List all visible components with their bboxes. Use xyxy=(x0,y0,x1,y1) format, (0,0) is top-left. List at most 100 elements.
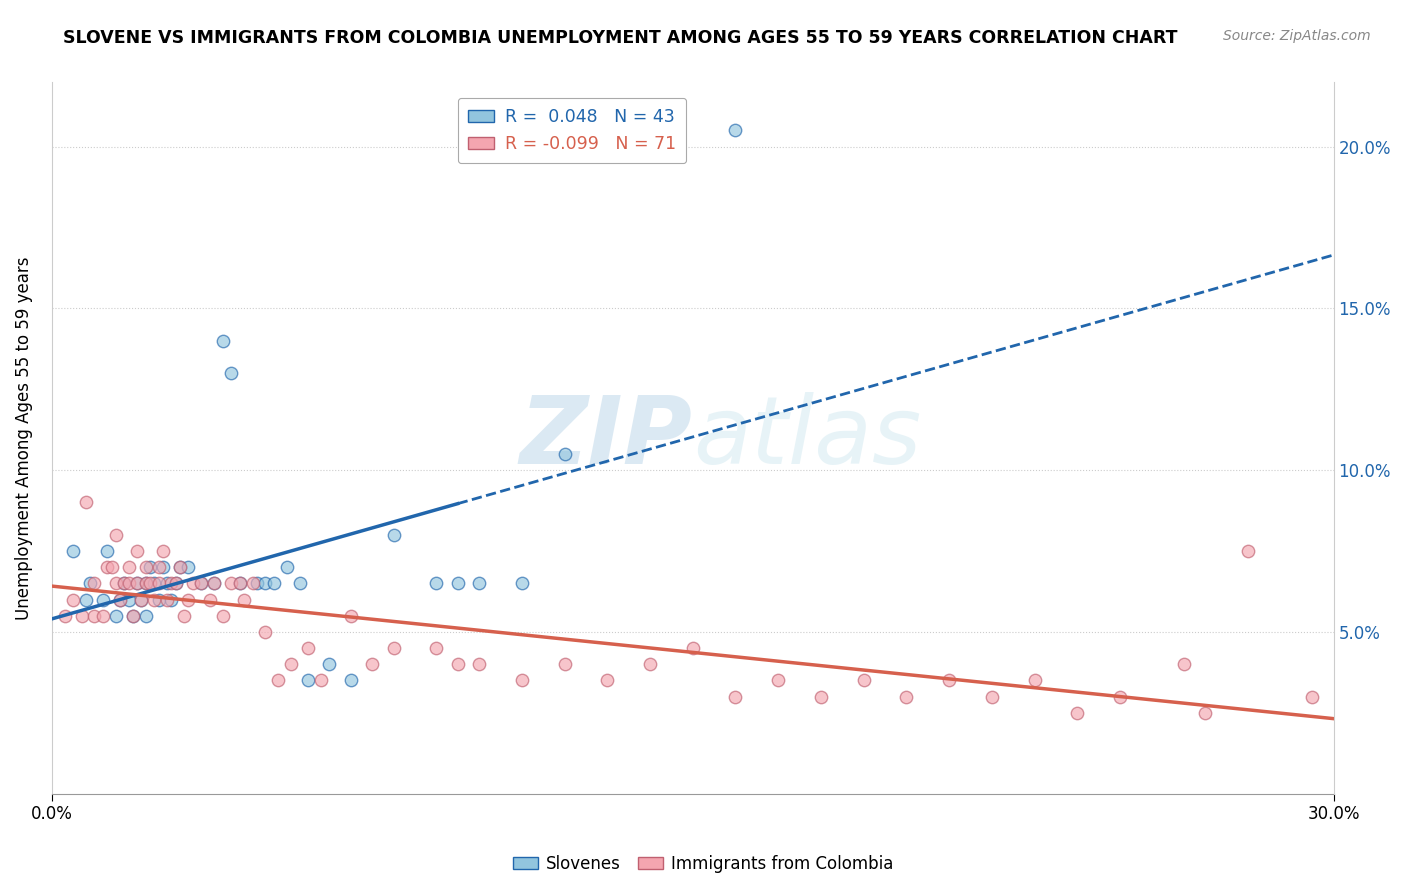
Point xyxy=(62,544,84,558)
Point xyxy=(938,673,960,688)
Point xyxy=(75,495,97,509)
Point xyxy=(139,576,162,591)
Point xyxy=(254,624,277,639)
Point xyxy=(148,560,170,574)
Point xyxy=(229,576,252,591)
Point xyxy=(169,560,191,574)
Point xyxy=(165,576,187,591)
Point xyxy=(340,673,363,688)
Point xyxy=(596,673,619,688)
Point xyxy=(127,576,149,591)
Legend: Slovenes, Immigrants from Colombia: Slovenes, Immigrants from Colombia xyxy=(506,848,900,880)
Point xyxy=(724,690,747,704)
Point xyxy=(1024,673,1046,688)
Point xyxy=(135,576,157,591)
Point xyxy=(425,576,447,591)
Point xyxy=(198,592,221,607)
Point xyxy=(112,576,135,591)
Point xyxy=(152,544,174,558)
Point xyxy=(91,592,114,607)
Point xyxy=(280,657,302,672)
Point xyxy=(766,673,789,688)
Point xyxy=(810,690,832,704)
Point xyxy=(160,592,183,607)
Point xyxy=(202,576,225,591)
Point xyxy=(425,641,447,656)
Point xyxy=(156,576,179,591)
Point xyxy=(276,560,298,574)
Point xyxy=(254,576,277,591)
Point xyxy=(135,608,157,623)
Point xyxy=(118,576,141,591)
Point xyxy=(309,673,332,688)
Point xyxy=(104,576,127,591)
Point xyxy=(190,576,212,591)
Point xyxy=(79,576,101,591)
Point xyxy=(263,576,285,591)
Point xyxy=(104,528,127,542)
Point xyxy=(131,592,153,607)
Point xyxy=(267,673,290,688)
Point xyxy=(131,592,153,607)
Point xyxy=(173,608,195,623)
Point xyxy=(980,690,1002,704)
Point xyxy=(108,592,131,607)
Point xyxy=(510,673,533,688)
Point xyxy=(127,576,149,591)
Point xyxy=(382,528,405,542)
Point xyxy=(112,576,135,591)
Point xyxy=(62,592,84,607)
Point xyxy=(139,560,162,574)
Point xyxy=(122,608,145,623)
Text: SLOVENE VS IMMIGRANTS FROM COLOMBIA UNEMPLOYMENT AMONG AGES 55 TO 59 YEARS CORRE: SLOVENE VS IMMIGRANTS FROM COLOMBIA UNEM… xyxy=(63,29,1178,46)
Y-axis label: Unemployment Among Ages 55 to 59 years: Unemployment Among Ages 55 to 59 years xyxy=(15,256,32,620)
Point xyxy=(724,123,747,137)
Point xyxy=(83,576,105,591)
Point xyxy=(468,576,491,591)
Point xyxy=(1194,706,1216,720)
Point xyxy=(70,608,93,623)
Point xyxy=(108,592,131,607)
Point xyxy=(638,657,661,672)
Point xyxy=(682,641,704,656)
Point xyxy=(1301,690,1323,704)
Point xyxy=(1237,544,1260,558)
Point xyxy=(104,608,127,623)
Point xyxy=(96,544,118,558)
Point xyxy=(118,592,141,607)
Point xyxy=(122,608,145,623)
Legend: R =  0.048   N = 43, R = -0.099   N = 71: R = 0.048 N = 43, R = -0.099 N = 71 xyxy=(458,98,686,163)
Point xyxy=(135,576,157,591)
Point xyxy=(219,366,242,380)
Point xyxy=(1173,657,1195,672)
Point xyxy=(156,592,179,607)
Point xyxy=(181,576,204,591)
Point xyxy=(148,576,170,591)
Point xyxy=(100,560,122,574)
Point xyxy=(143,576,166,591)
Point xyxy=(468,657,491,672)
Point xyxy=(229,576,252,591)
Point xyxy=(361,657,384,672)
Point xyxy=(91,608,114,623)
Point xyxy=(83,608,105,623)
Point xyxy=(152,560,174,574)
Point xyxy=(246,576,269,591)
Point xyxy=(177,560,200,574)
Point xyxy=(135,560,157,574)
Point xyxy=(288,576,311,591)
Point xyxy=(297,673,319,688)
Point xyxy=(447,576,470,591)
Point xyxy=(553,657,575,672)
Point xyxy=(75,592,97,607)
Point xyxy=(1109,690,1132,704)
Text: Source: ZipAtlas.com: Source: ZipAtlas.com xyxy=(1223,29,1371,43)
Point xyxy=(148,592,170,607)
Point xyxy=(896,690,918,704)
Point xyxy=(169,560,191,574)
Point xyxy=(127,544,149,558)
Point xyxy=(219,576,242,591)
Point xyxy=(160,576,183,591)
Point xyxy=(143,592,166,607)
Point xyxy=(1066,706,1088,720)
